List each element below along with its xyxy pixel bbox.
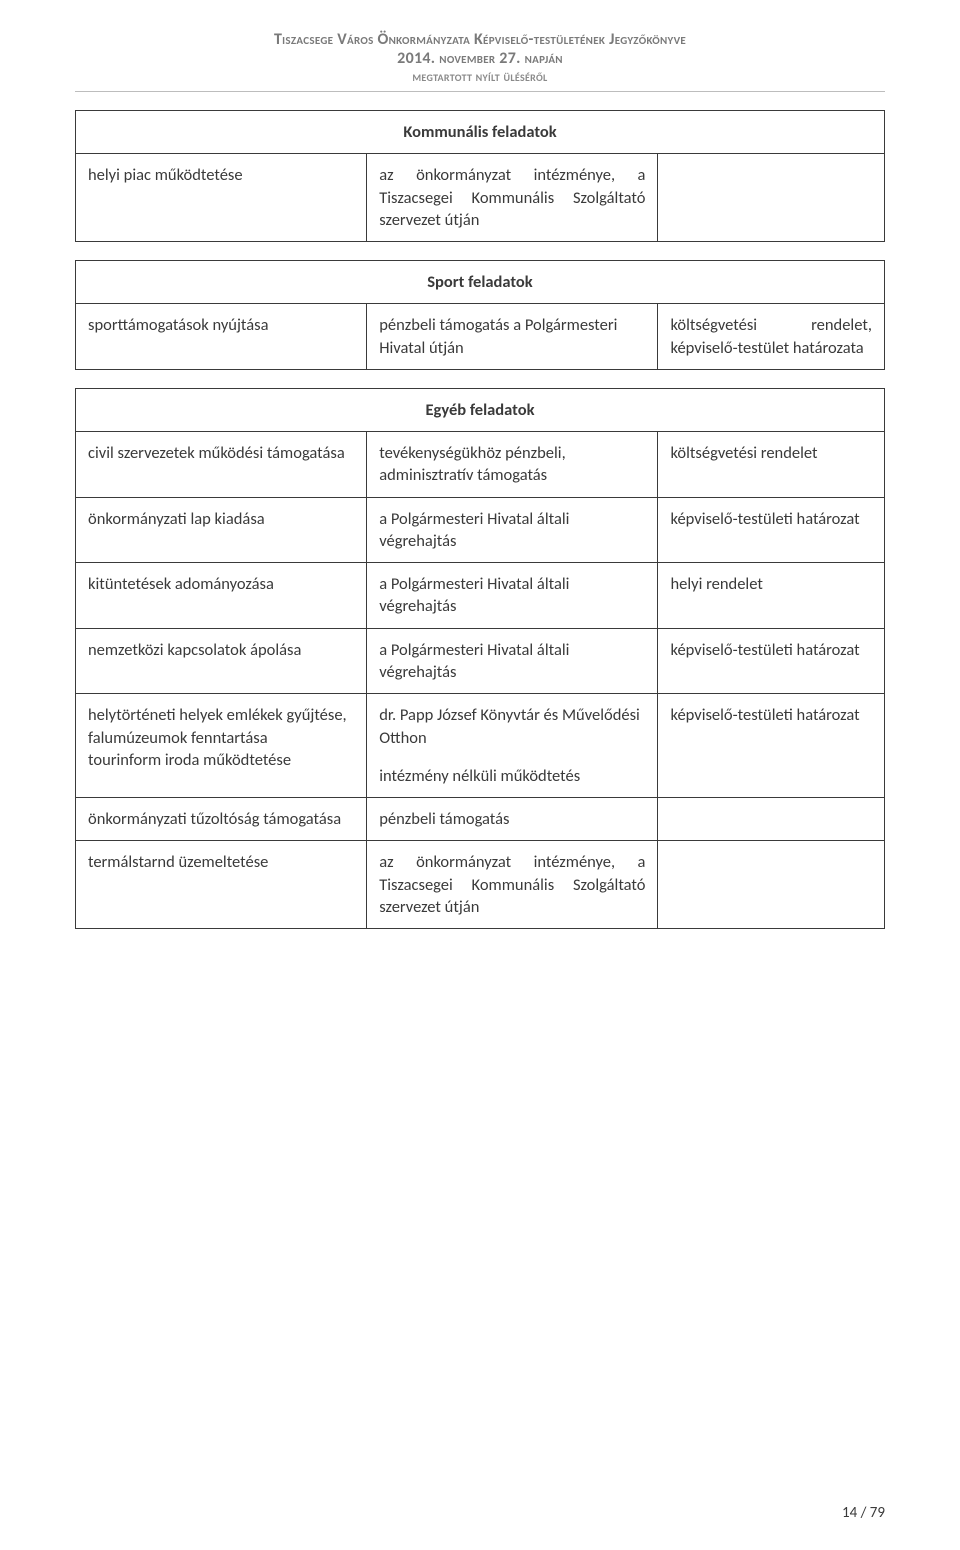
cell: önkormányzati lap kiadása [76, 497, 367, 563]
table-egyeb: Egyéb feladatok civil szervezetek működé… [75, 388, 885, 929]
cell: költségvetési rendelet [658, 432, 885, 498]
cell: pénzbeli támogatás a Polgármesteri Hivat… [367, 304, 658, 370]
cell: a Polgármesteri Hivatal általi végrehajt… [367, 563, 658, 629]
cell-text: helytörténeti helyek emlékek gyűjtése, f… [88, 704, 354, 749]
table-row: Kommunális feladatok [76, 111, 885, 154]
cell: tevékenységükhöz pénzbeli, adminisztratí… [367, 432, 658, 498]
cell [658, 798, 885, 841]
cell: nemzetközi kapcsolatok ápolása [76, 628, 367, 694]
table-kommunalis: Kommunális feladatok helyi piac működtet… [75, 110, 885, 242]
header-line1: Tiszacsege Város Önkormányzata Képviselő… [75, 30, 885, 49]
table-row: Sport feladatok [76, 261, 885, 304]
table-row: nemzetközi kapcsolatok ápolása a Polgárm… [76, 628, 885, 694]
cell: a Polgármesteri Hivatal általi végrehajt… [367, 497, 658, 563]
section-title: Egyéb feladatok [76, 388, 885, 431]
cell: az önkormányzat intézménye, a Tiszacsege… [367, 841, 658, 929]
table-row: kitüntetések adományozása a Polgármester… [76, 563, 885, 629]
table-row: önkormányzati tűzoltóság támogatása pénz… [76, 798, 885, 841]
cell: az önkormányzat intézménye, a Tiszacsege… [367, 154, 658, 242]
header-rule [75, 91, 885, 92]
table-row: helyi piac működtetése az önkormányzat i… [76, 154, 885, 242]
cell: költségvetési rendelet, képviselő-testül… [658, 304, 885, 370]
cell: a Polgármesteri Hivatal általi végrehajt… [367, 628, 658, 694]
cell: helyi piac működtetése [76, 154, 367, 242]
table-sport: Sport feladatok sporttámogatások nyújtás… [75, 260, 885, 370]
cell: civil szervezetek működési támogatása [76, 432, 367, 498]
cell-text: intézmény nélküli működtetés [379, 765, 645, 787]
table-row: sporttámogatások nyújtása pénzbeli támog… [76, 304, 885, 370]
cell: képviselő-testületi határozat [658, 628, 885, 694]
cell: sporttámogatások nyújtása [76, 304, 367, 370]
table-row: Egyéb feladatok [76, 388, 885, 431]
cell: dr. Papp József Könyvtár és Művelődési O… [367, 694, 658, 798]
cell: helyi rendelet [658, 563, 885, 629]
table-row: helytörténeti helyek emlékek gyűjtése, f… [76, 694, 885, 798]
table-row: önkormányzati lap kiadása a Polgármester… [76, 497, 885, 563]
section-title: Sport feladatok [76, 261, 885, 304]
cell: pénzbeli támogatás [367, 798, 658, 841]
header-line2: 2014. november 27. napján [75, 49, 885, 68]
cell: helytörténeti helyek emlékek gyűjtése, f… [76, 694, 367, 798]
cell: önkormányzati tűzoltóság támogatása [76, 798, 367, 841]
cell: termálstarnd üzemeltetése [76, 841, 367, 929]
cell-text: dr. Papp József Könyvtár és Művelődési O… [379, 704, 645, 749]
cell [658, 154, 885, 242]
cell-text: tourinform iroda működtetése [88, 749, 354, 771]
cell: képviselő-testületi határozat [658, 694, 885, 798]
header-line3: megtartott nyílt üléséről [75, 68, 885, 85]
cell [658, 841, 885, 929]
table-row: termálstarnd üzemeltetése az önkormányza… [76, 841, 885, 929]
cell: kitüntetések adományozása [76, 563, 367, 629]
cell: képviselő-testületi határozat [658, 497, 885, 563]
table-row: civil szervezetek működési támogatása te… [76, 432, 885, 498]
section-title: Kommunális feladatok [76, 111, 885, 154]
page-header: Tiszacsege Város Önkormányzata Képviselő… [75, 30, 885, 85]
page-number: 14 / 79 [842, 1504, 885, 1522]
